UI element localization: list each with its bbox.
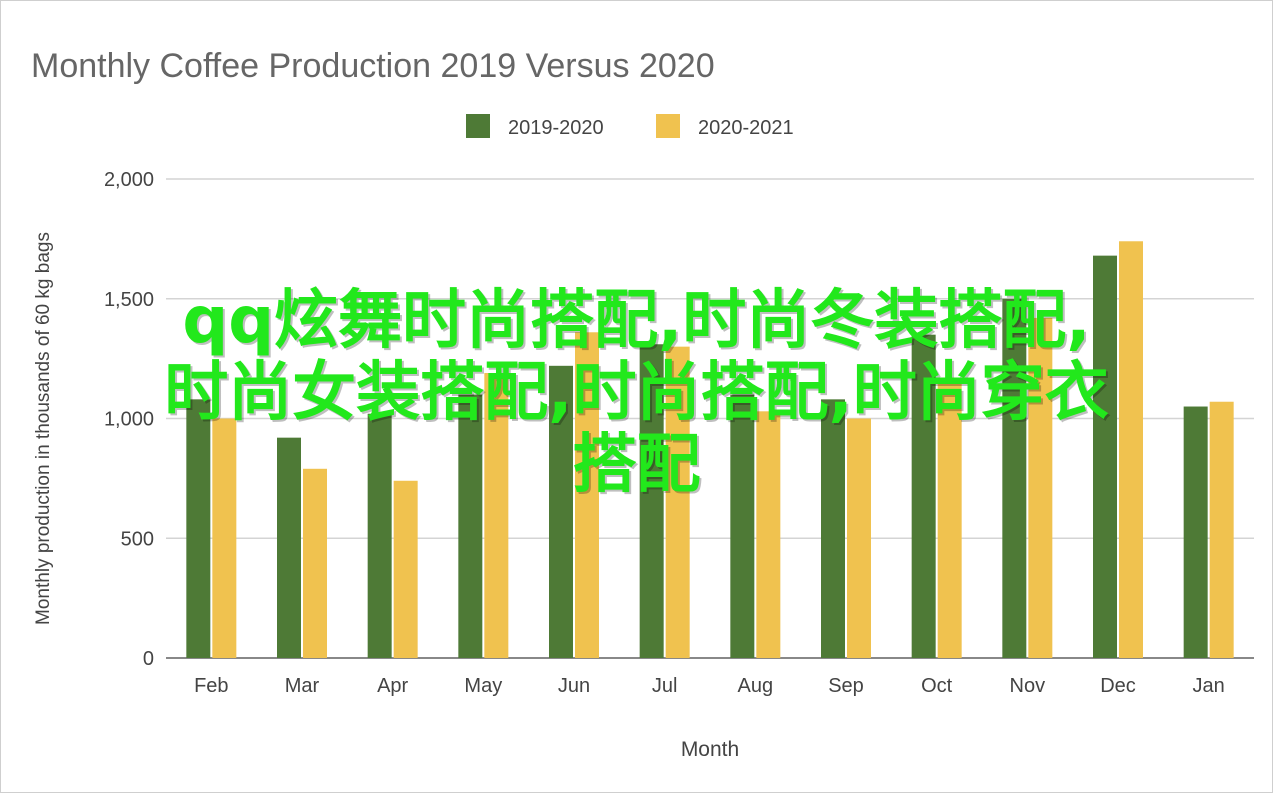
bar-Sep-2019-2020 [821, 399, 845, 658]
x-tick-label: Jul [652, 675, 678, 697]
bar-Feb-2020-2021 [212, 418, 237, 658]
legend-label-2019-2020: 2019-2020 [508, 117, 604, 139]
x-tick-label: Oct [921, 675, 953, 697]
bar-Sep-2020-2021 [847, 418, 871, 658]
bar-Dec-2019-2020 [1093, 255, 1117, 658]
bar-Nov-2020-2021 [1028, 317, 1053, 658]
x-tick-label: Mar [285, 675, 320, 697]
bar-May-2019-2020 [458, 394, 483, 658]
bar-Oct-2019-2020 [911, 334, 936, 658]
x-tick-label: Aug [738, 675, 774, 697]
bar-Apr-2019-2020 [367, 413, 392, 658]
bar-Aug-2020-2021 [756, 411, 781, 658]
chart-title: Monthly Coffee Production 2019 Versus 20… [31, 47, 715, 85]
x-tick-label: Jun [558, 675, 590, 697]
bar-Dec-2020-2021 [1119, 241, 1143, 658]
bar-Nov-2019-2020 [1002, 298, 1027, 658]
legend-label-2020-2021: 2020-2021 [698, 117, 794, 139]
bar-Jun-2020-2021 [575, 332, 599, 658]
bar-Jul-2020-2021 [665, 346, 690, 658]
x-tick-label: Sep [828, 675, 864, 697]
x-tick-label: Nov [1010, 675, 1046, 697]
bar-Jul-2019-2020 [639, 344, 664, 658]
x-tick-label: Apr [377, 675, 408, 697]
bar-Oct-2020-2021 [937, 377, 962, 658]
bar-Mar-2019-2020 [277, 437, 301, 658]
bar-Mar-2020-2021 [303, 468, 327, 658]
bar-May-2020-2021 [484, 372, 509, 658]
y-axis-title: Monthly production in thousands of 60 kg… [33, 232, 54, 625]
y-tick-label: 0 [143, 648, 154, 670]
legend-swatch-2020-2021 [656, 114, 680, 138]
y-tick-label: 1,500 [104, 289, 154, 311]
y-tick-label: 2,000 [104, 169, 154, 191]
bar-Aug-2019-2020 [730, 394, 755, 658]
x-tick-label: Feb [194, 675, 228, 697]
y-tick-label: 1,000 [104, 409, 154, 431]
y-tick-label: 500 [121, 528, 154, 550]
x-axis-title: Month [681, 738, 739, 761]
bar-Jun-2019-2020 [549, 365, 573, 658]
x-tick-label: May [464, 675, 502, 697]
legend-swatch-2019-2020 [466, 114, 490, 138]
bar-Jan-2019-2020 [1183, 406, 1208, 658]
bar-Jan-2020-2021 [1209, 401, 1234, 658]
x-tick-label: Dec [1100, 675, 1136, 697]
x-tick-label: Jan [1193, 675, 1225, 697]
bar-Apr-2020-2021 [393, 480, 418, 658]
bar-Feb-2019-2020 [186, 399, 211, 658]
